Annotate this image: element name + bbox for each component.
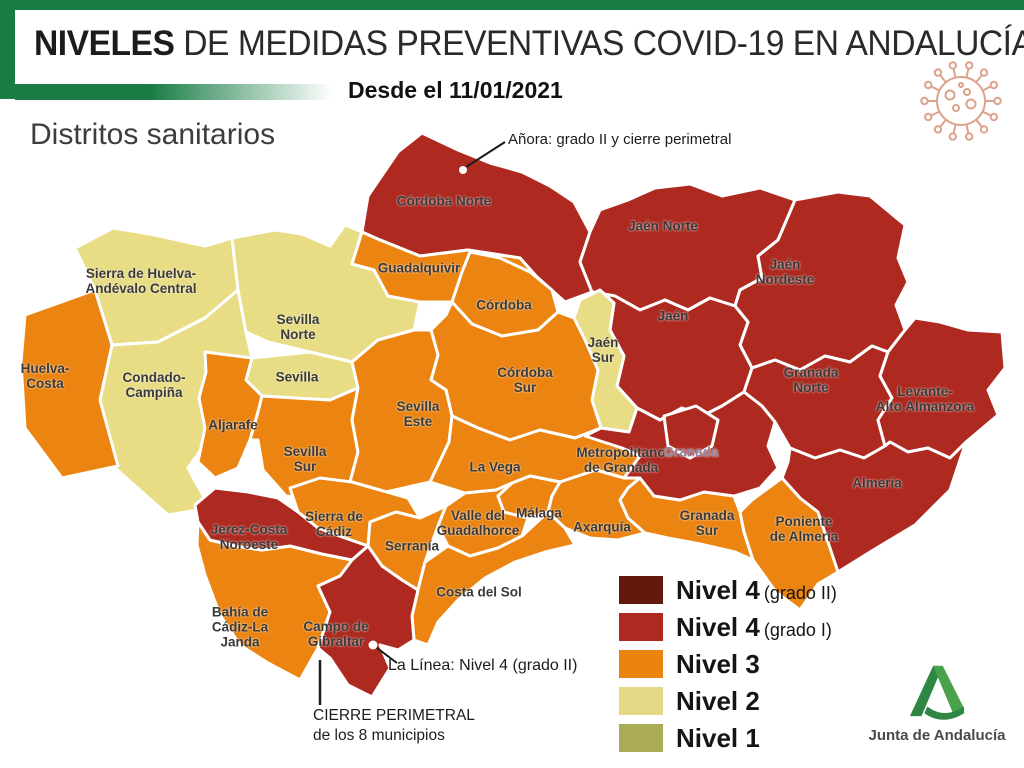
district-label-huelva-costa: Huelva- Costa [20,360,70,391]
district-label-granada: Granada [663,444,719,460]
section-title: Distritos sanitarios [30,118,276,151]
legend-label-nivel3: Nivel 3 [676,649,760,680]
annotation-la-linea: La Línea: Nivel 4 (grado II) [388,657,578,674]
district-shape-campo-gibraltar [316,544,420,699]
district-label-sevilla-sur: Sevilla Sur [283,443,327,474]
district-label-jerez: Jerez-Costa Noroeste [210,521,288,552]
header-top-bar [0,0,1024,10]
district-label-almeria: Almería [852,475,902,491]
district-label-condado: Condado- Campiña [122,369,186,400]
legend-row-nivel3: Nivel 3 [619,649,837,680]
district-label-jaen-nordeste: Jaén Nordeste [755,256,815,287]
annotation-cierre-perimetral: CIERRE PERIMETRAL de los 8 municipios [313,706,475,746]
legend-swatch-nivel1 [619,724,663,752]
district-label-bahia: Bahía de Cádiz-La Janda [211,604,269,650]
legend-number: 3 [745,648,760,679]
district-label-valle: Valle del Guadalhorce [436,507,520,538]
district-label-poniente: Poniente de Almería [769,513,839,544]
district-label-costa-del-sol: Costa del Sol [436,584,522,600]
legend-text: Nivel [676,648,746,679]
district-shape-aljarafe [196,350,264,480]
legend-number: 2 [745,685,760,716]
anora-marker-dot [459,166,467,174]
district-label-levante: Levante- Alto Almanzora [875,383,975,414]
header-left-bar [0,0,15,99]
district-label-metropolitano: Metropolitano de Granada [576,444,666,475]
legend-label-nivel4-grado1: Nivel 4 (grado I) [676,612,832,643]
district-label-jaen-norte: Jaén Norte [628,218,698,234]
district-shape-granada [662,404,720,460]
district-label-sierra-cadiz: Sierra de Cádiz [305,508,363,539]
district-label-cordoba-norte: Córdoba Norte [396,193,492,209]
district-label-sevilla-este: Sevilla Este [396,398,440,429]
legend: Nivel 4 (grado II) Nivel 4 (grado I) Nivel… [619,575,837,761]
annotation-cierre-line2: de los 8 municipios [313,727,445,744]
legend-label-nivel1: Nivel 1 [676,723,760,754]
legend-number: 4 [745,611,760,642]
subtitle-date: Desde el 11/01/2021 [348,77,563,103]
district-label-jaen: Jaén [657,308,689,324]
legend-swatch-nivel4-grado2 [619,576,663,604]
legend-suffix: (grado I) [763,619,832,640]
annotation-cierre-line1: CIERRE PERIMETRAL [313,707,475,724]
district-label-granada-norte: Granada Norte [783,364,839,395]
la-linea-marker-dot [368,640,378,650]
district-label-malaga: Málaga [516,505,562,521]
legend-suffix: (grado II) [763,582,837,603]
district-label-cordoba-sur: Córdoba Sur [497,364,553,395]
junta-logo-text: Junta de Andalucía [868,727,1006,744]
annotation-lines [318,141,506,705]
legend-text: Nivel [676,685,746,716]
district-label-sevilla: Sevilla [275,369,319,385]
legend-swatch-nivel3 [619,650,663,678]
annotation-anora: Añora: grado II y cierre perimetral [508,131,732,148]
legend-number: 1 [745,722,760,753]
page-title-rest: DE MEDIDAS PREVENTIVAS COVID-19 EN ANDAL… [174,24,1024,63]
header-gradient-bar [15,84,333,100]
legend-row-nivel1: Nivel 1 [619,723,837,754]
junta-logo-a-icon [909,665,965,720]
legend-swatch-nivel2 [619,687,663,715]
legend-swatch-nivel4-grado1 [619,613,663,641]
page-title: NIVELES DE MEDIDAS PREVENTIVAS COVID-19 … [34,24,1024,64]
district-shape-huelva-costa [19,288,120,480]
district-label-campo: Campo de Gibraltar [303,618,369,649]
legend-text: Nivel [676,722,746,753]
district-label-granada-sur: Granada Sur [679,507,735,538]
district-label-guadalquivir: Guadalquivir [377,260,461,276]
district-label-la-vega: La Vega [469,459,521,475]
legend-row-nivel4-grado2: Nivel 4 (grado II) [619,575,837,606]
district-shape-poniente-almeria [738,476,840,612]
legend-label-nivel2: Nivel 2 [676,686,760,717]
district-label-aljarafe: Aljarafe [208,417,258,433]
district-label-axarquia: Axarquía [573,519,631,535]
legend-number: 4 [745,574,760,605]
legend-text: Nivel [676,574,746,605]
district-label-jaen-sur: Jaén Sur [587,334,619,365]
legend-label-nivel4-grado2: Nivel 4 (grado II) [676,575,837,606]
virus-icon [920,61,1002,141]
page-title-highlight: NIVELES [34,24,175,63]
legend-text: Nivel [676,611,746,642]
district-label-sevilla-norte: Sevilla Norte [276,311,320,342]
district-label-sierra-huelva: Sierra de Huelva- Andévalo Central [85,265,197,296]
legend-row-nivel4-grado1: Nivel 4 (grado I) [619,612,837,643]
district-label-serrania: Serranía [384,538,440,554]
junta-logo: Junta de Andalucía [862,662,1012,744]
legend-row-nivel2: Nivel 2 [619,686,837,717]
district-label-cordoba: Córdoba [476,297,532,313]
